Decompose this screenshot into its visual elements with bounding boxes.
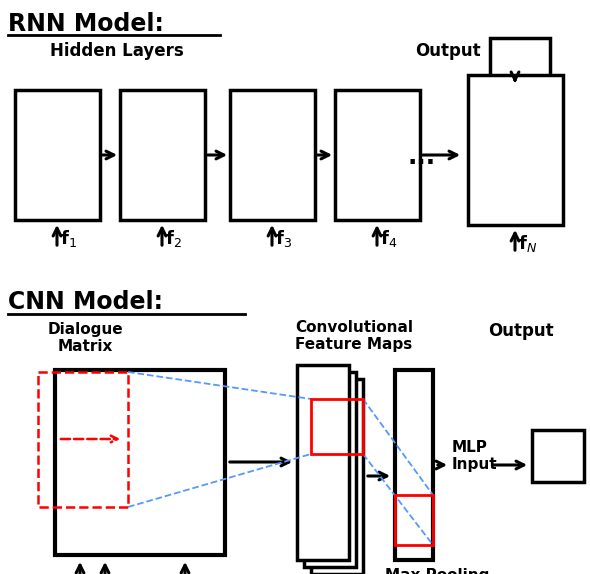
Bar [230, 90, 315, 220]
Text: $\mathbf{f}_{1}$: $\mathbf{f}_{1}$ [60, 228, 77, 249]
Text: Output: Output [488, 322, 553, 340]
Bar [395, 495, 433, 545]
Text: $\mathbf{f}_{N}$: $\mathbf{f}_{N}$ [518, 233, 537, 254]
Text: Output: Output [415, 42, 481, 60]
Text: $\mathbf{f}_{3}$: $\mathbf{f}_{3}$ [275, 228, 292, 249]
Bar [311, 399, 363, 454]
Text: CNN Model:: CNN Model: [8, 290, 163, 314]
Bar [468, 75, 563, 225]
Bar [120, 90, 205, 220]
Bar [335, 90, 420, 220]
Bar [311, 379, 363, 574]
Text: Convolutional
Feature Maps: Convolutional Feature Maps [295, 320, 413, 352]
Text: RNN Model:: RNN Model: [8, 12, 164, 36]
Bar [532, 430, 584, 482]
Bar [15, 90, 100, 220]
Text: $\mathbf{f}_{4}$: $\mathbf{f}_{4}$ [380, 228, 397, 249]
Bar [38, 372, 128, 507]
Bar [297, 365, 349, 560]
Text: MLP
Input: MLP Input [452, 440, 497, 472]
Text: ...: ... [408, 145, 436, 169]
Text: ...: ... [126, 569, 150, 574]
Text: Hidden Layers: Hidden Layers [50, 42, 183, 60]
Text: Max Pooling: Max Pooling [385, 568, 489, 574]
Bar [304, 372, 356, 567]
Bar [490, 38, 550, 86]
Bar [395, 370, 433, 560]
Text: $\mathbf{f}_{2}$: $\mathbf{f}_{2}$ [165, 228, 182, 249]
Bar [55, 370, 225, 555]
Text: Dialogue
Matrix: Dialogue Matrix [47, 322, 123, 354]
